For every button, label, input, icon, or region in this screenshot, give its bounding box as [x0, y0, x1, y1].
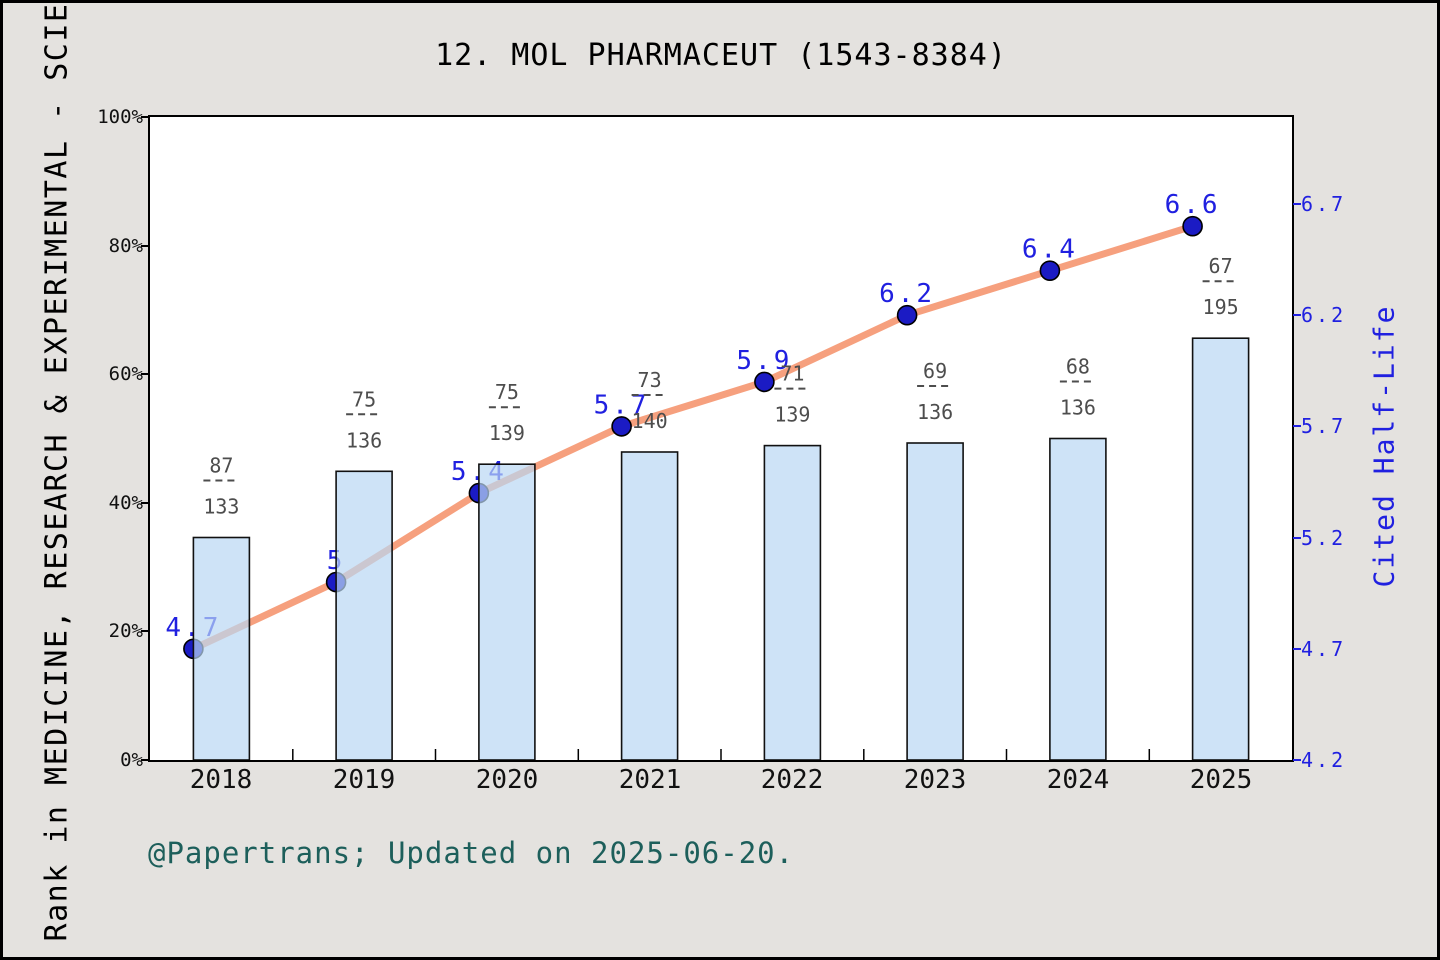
left-axis-tick: [141, 373, 149, 375]
line-point-label: 6.6: [1165, 190, 1221, 220]
line-marker: [896, 304, 918, 326]
rank-fraction-numerator: 73: [638, 368, 662, 392]
line-point-label: 5.9: [736, 346, 792, 376]
line-marker: [1182, 215, 1203, 237]
left-axis-title: Rank in MEDICINE, RESEARCH & EXPERIMENTA…: [39, 2, 75, 942]
rank-fraction-numerator: 68: [1066, 355, 1090, 379]
rank-bar: [620, 451, 679, 760]
left-axis-tick-label: 100%: [97, 106, 143, 128]
rank-fraction-numerator: 71: [780, 362, 804, 386]
right-axis-tick-label: 5.7: [1301, 414, 1347, 438]
rank-fraction-numerator: 75: [352, 387, 376, 411]
right-axis-title: Cited Half-Life: [1367, 304, 1401, 588]
rank-fraction-denominator: 136: [917, 400, 953, 424]
left-axis-tick-label: 20%: [108, 620, 143, 642]
line-marker: [611, 416, 632, 437]
left-axis-tick: [141, 116, 149, 118]
right-axis-tick-label: 4.2: [1301, 748, 1347, 772]
rank-bar: [1049, 437, 1107, 760]
rank-fraction-denominator: 140: [632, 409, 668, 433]
right-axis-tick: [1293, 425, 1301, 427]
left-axis-tick: [141, 759, 149, 761]
x-axis-year-label: 2021: [618, 765, 682, 795]
x-axis-year-label: 2023: [903, 765, 967, 795]
x-axis-year-label: 2020: [475, 765, 539, 795]
left-axis-tick: [141, 630, 149, 632]
right-axis-tick: [1293, 314, 1301, 316]
left-axis-tick-label: 0%: [120, 749, 143, 771]
rank-bar: [192, 536, 251, 760]
left-axis-tick-label: 60%: [108, 363, 143, 385]
left-axis-tick: [141, 502, 149, 504]
line-marker: [1039, 260, 1061, 281]
rank-fraction-numerator: 87: [209, 454, 233, 478]
rank-bar: [906, 442, 964, 760]
rank-fraction-numerator: 69: [923, 359, 947, 383]
rank-fraction-denominator: 136: [1060, 396, 1096, 420]
rank-fraction-numerator: 75: [495, 380, 519, 404]
left-axis-tick: [141, 245, 149, 247]
right-axis-tick-label: 6.2: [1301, 303, 1347, 327]
line-point-label: 6.2: [879, 279, 935, 309]
plot-frame: 4.755.45.75.96.26.46.6871337513675139731…: [148, 115, 1294, 762]
right-axis-tick-label: 5.2: [1301, 526, 1347, 550]
rank-fraction-denominator: 195: [1203, 295, 1239, 319]
x-axis-year-label: 2019: [332, 765, 396, 795]
rank-fraction-denominator: 133: [203, 495, 239, 519]
x-axis-year-label: 2025: [1189, 765, 1253, 795]
rank-fraction-denominator: 136: [346, 428, 382, 452]
rank-bar: [1191, 337, 1250, 760]
attribution-text: @Papertrans; Updated on 2025-06-20.: [148, 836, 795, 870]
plot-area: 4.755.45.75.96.26.46.6871337513675139731…: [165, 190, 1250, 760]
x-axis-year-label: 2018: [189, 765, 253, 795]
line-point-label: 6.4: [1022, 235, 1078, 265]
right-axis-tick: [1293, 537, 1301, 539]
right-axis-tick-label: 4.7: [1301, 637, 1347, 661]
rank-bar: [763, 444, 822, 760]
right-axis-tick: [1293, 648, 1301, 650]
x-axis-year-label: 2022: [760, 765, 824, 795]
left-axis-tick-label: 80%: [108, 235, 143, 257]
right-axis-tick: [1293, 203, 1301, 205]
chart-title: 12. MOL PHARMACEUT (1543-8384): [435, 38, 1007, 73]
left-axis-tick-label: 40%: [108, 492, 143, 514]
rank-bar: [478, 463, 536, 760]
rank-fraction-denominator: 139: [489, 421, 525, 445]
right-axis-tick: [1293, 759, 1301, 761]
line-marker: [754, 371, 775, 393]
rank-fraction-denominator: 139: [774, 403, 810, 427]
rank-fraction-numerator: 67: [1209, 254, 1233, 278]
x-axis-year-label: 2024: [1046, 765, 1110, 795]
right-axis-tick-label: 6.7: [1301, 192, 1347, 216]
rank-bar: [335, 470, 393, 760]
